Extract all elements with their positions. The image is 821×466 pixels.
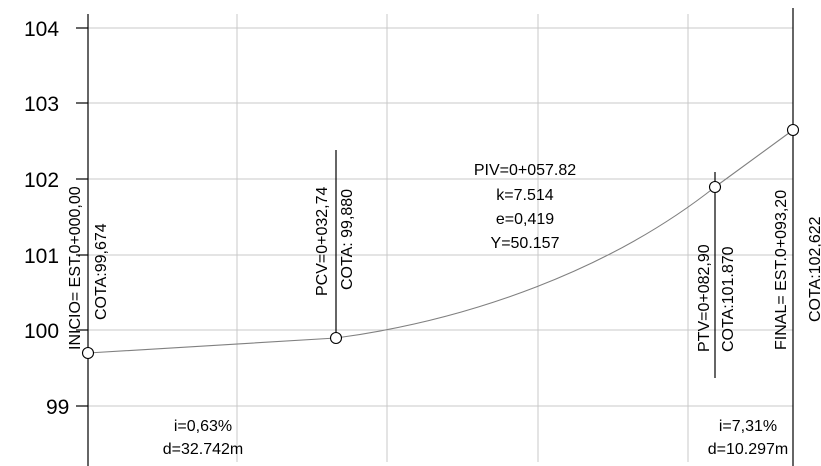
- inicio-label: INICIO= EST.0+000,00: [67, 186, 84, 350]
- curve-points: [81, 123, 800, 360]
- point-final: [786, 123, 800, 137]
- point-ptv: [708, 180, 722, 194]
- slope-1-label: i=0,63%: [174, 418, 232, 435]
- tick-label-99: 99: [46, 396, 69, 419]
- ptv-cota-label: COTA:101.870: [720, 246, 737, 352]
- piv-label: PIV=0+057.82: [474, 162, 576, 179]
- y-tick-labels: 104 103 102 101 100 99: [24, 18, 69, 419]
- tick-label-100: 100: [24, 320, 59, 343]
- inicio-cota-label: COTA:99,674: [93, 223, 110, 320]
- point-pcv: [329, 331, 343, 345]
- tick-label-101: 101: [24, 245, 59, 268]
- final-cota-label: COTA:102,622: [807, 216, 821, 322]
- tick-label-104: 104: [24, 18, 59, 41]
- distance-2-label: d=10.297m: [708, 441, 789, 458]
- slope-2-label: i=7,31%: [719, 418, 777, 435]
- tick-label-103: 103: [24, 93, 59, 116]
- distance-1-label: d=32.742m: [163, 441, 244, 458]
- point-inicio: [81, 346, 95, 360]
- e-label: e=0,419: [496, 211, 554, 228]
- pcv-label: PCV=0+032,74: [314, 186, 331, 296]
- y-label: Y=50.157: [491, 235, 560, 252]
- profile-curve: [87, 129, 794, 354]
- k-label: k=7.514: [496, 187, 553, 204]
- ptv-label: PTV=0+082,90: [696, 244, 713, 352]
- y-ticks: [76, 27, 88, 407]
- pcv-cota-label: COTA: 99,880: [339, 189, 356, 290]
- piv-info: PIV=0+057.82 k=7.514 e=0,419 Y=50.157: [474, 162, 576, 252]
- tick-label-102: 102: [24, 169, 59, 192]
- final-label: FINAL= EST.0+093,20: [773, 190, 790, 350]
- grid: [88, 14, 793, 462]
